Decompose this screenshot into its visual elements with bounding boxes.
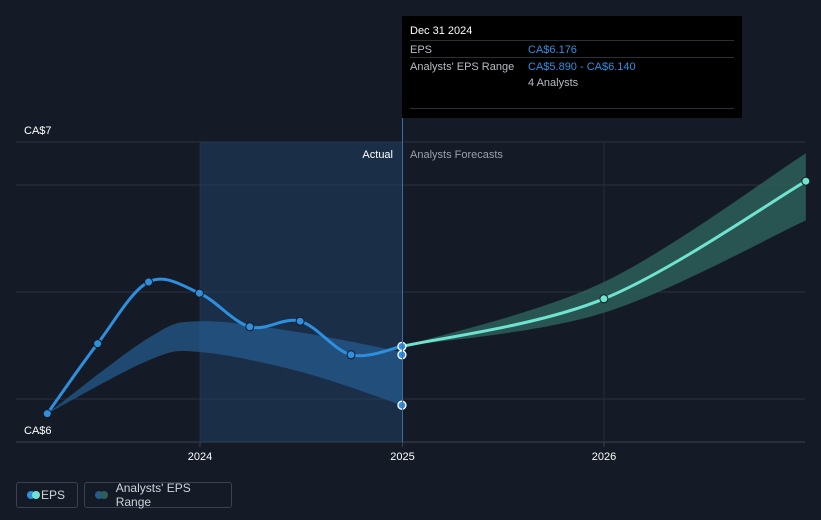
legend: EPS Analysts' EPS Range	[16, 481, 232, 509]
forecast-region-label: Analysts Forecasts	[410, 149, 503, 161]
legend-range-button[interactable]: Analysts' EPS Range	[84, 481, 232, 509]
eps-line-layer	[45, 179, 808, 416]
range-band-forecast	[401, 153, 806, 347]
eps-point-actual-6	[346, 350, 356, 360]
tooltip-divider	[410, 108, 734, 109]
eps-point-forecast-1	[599, 294, 609, 304]
legend-eps-button[interactable]: EPS	[16, 482, 78, 508]
tooltip-range-value: CA$5.890 - CA$6.140	[528, 61, 636, 73]
tooltip-analysts-row: 4 Analysts	[410, 74, 734, 91]
highlight-point-2	[397, 400, 407, 410]
x-tick-label-2026: 2026	[592, 451, 616, 463]
legend-eps-label: EPS	[40, 488, 65, 502]
x-tick-label-2024: 2024	[188, 451, 212, 463]
eps-point-actual-2	[144, 277, 154, 287]
eps-swatch-icon	[27, 491, 40, 499]
x-axis: 2024 2025 2026	[188, 442, 616, 463]
eps-point-actual-0	[42, 409, 52, 419]
x-tick-label-2025: 2025	[390, 451, 414, 463]
tooltip-eps-value: CA$6.176	[528, 44, 577, 56]
actual-region-shade	[200, 142, 403, 442]
tooltip-eps-label: EPS	[410, 44, 433, 56]
legend-range-label: Analysts' EPS Range	[115, 481, 191, 509]
y-tick-label-bottom: CA$6	[24, 425, 52, 437]
eps-point-actual-3	[194, 288, 204, 298]
tooltip-date: Dec 31 2024	[410, 25, 473, 37]
highlight-point-0	[397, 341, 407, 352]
eps-point-actual-5	[295, 316, 305, 326]
tooltip: Dec 31 2024 EPS CA$6.176 Analysts' EPS R…	[402, 16, 742, 118]
y-tick-label-top: CA$7	[24, 125, 52, 137]
tooltip-range-label: Analysts' EPS Range	[410, 61, 515, 73]
range-band-actual	[47, 321, 402, 414]
range-band-layer	[47, 153, 806, 414]
eps-point-forecast-2	[801, 176, 811, 186]
range-swatch-icon	[95, 491, 108, 499]
tooltip-range-row: Analysts' EPS Range CA$5.890 - CA$6.140	[410, 57, 734, 75]
eps-point-actual-1	[93, 339, 103, 349]
eps-points-layer	[42, 176, 811, 419]
eps-point-actual-4	[245, 322, 255, 332]
highlight-point-1	[397, 350, 407, 360]
tooltip-analysts-count: 4 Analysts	[528, 77, 579, 89]
tooltip-eps-row: EPS CA$6.176	[410, 40, 734, 58]
actual-region-label: Actual	[362, 149, 393, 161]
